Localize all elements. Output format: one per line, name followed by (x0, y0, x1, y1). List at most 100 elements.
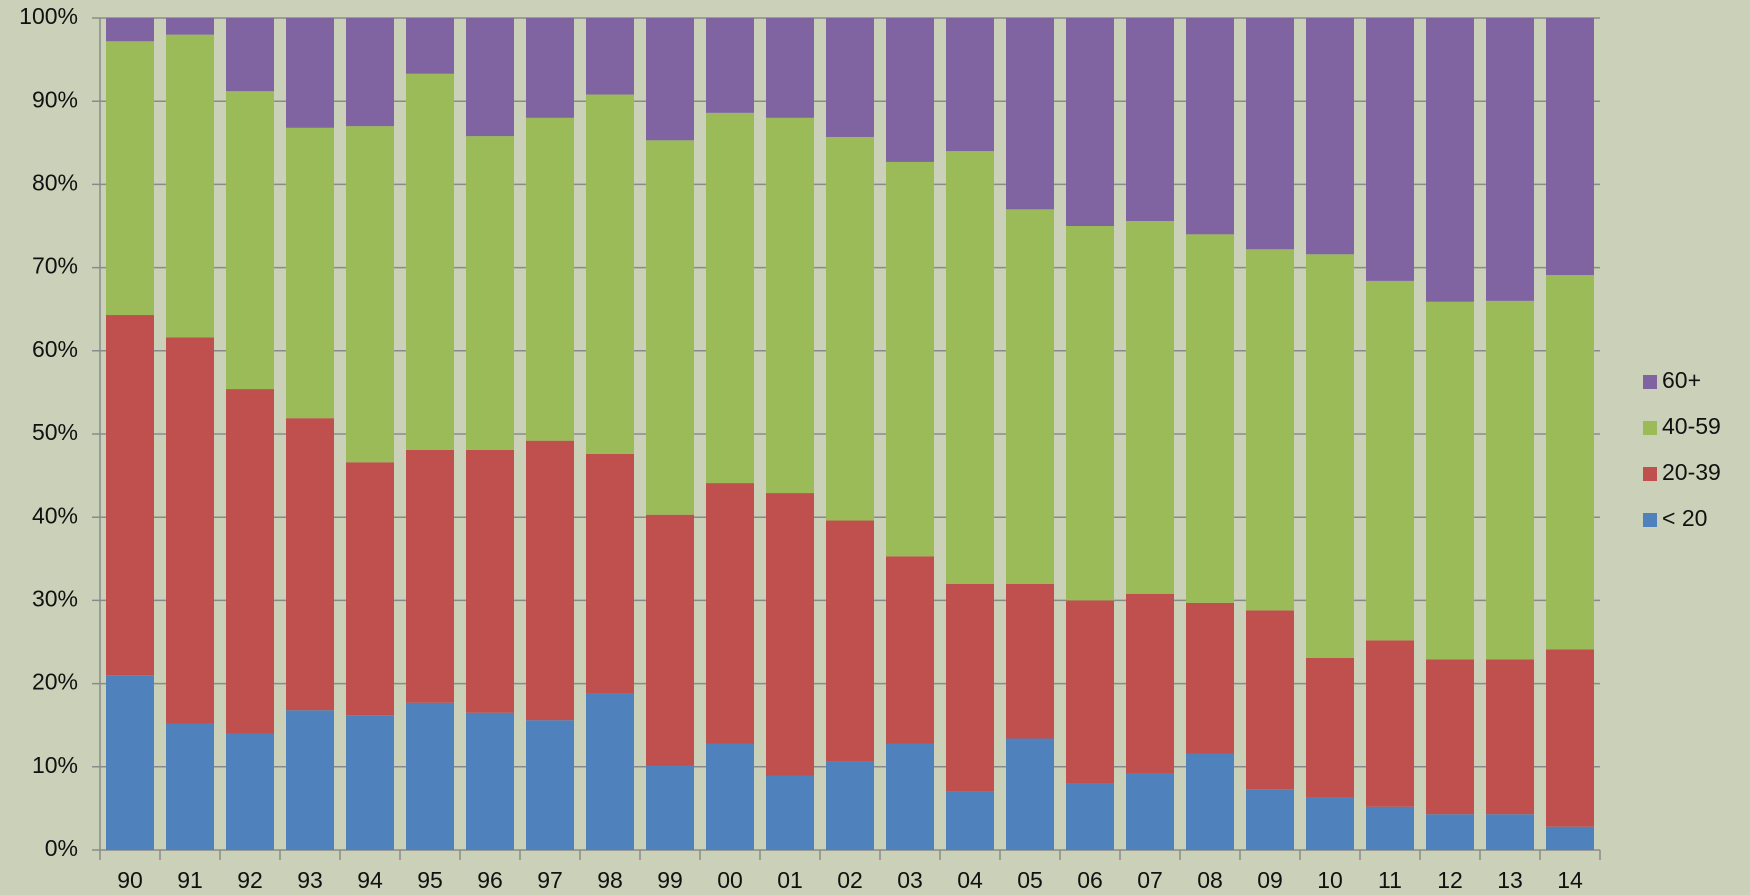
legend-swatch (1643, 421, 1657, 435)
x-tick-label: 99 (657, 867, 683, 893)
x-tick-label: 11 (1378, 867, 1402, 893)
bar-segment (346, 126, 394, 463)
x-tick-label: 05 (1017, 867, 1043, 893)
y-tick-label: 100% (19, 3, 78, 29)
bar-segment (826, 761, 874, 850)
bar-segment (526, 720, 574, 850)
bar-segment (286, 127, 334, 419)
x-tick-label: 09 (1257, 867, 1283, 893)
x-tick-label: 08 (1197, 867, 1223, 893)
bar-segment (1486, 18, 1534, 301)
bar-segment (346, 462, 394, 716)
bar-segment (1186, 234, 1234, 603)
bar-segment (1546, 275, 1594, 650)
bar-segment (526, 440, 574, 721)
bar-segment (1126, 18, 1174, 222)
bar-segment (766, 117, 814, 494)
bar-segment (1246, 610, 1294, 790)
bar-segment (886, 556, 934, 744)
bar-segment (286, 710, 334, 850)
bar-segment (706, 18, 754, 113)
bar-segment (106, 675, 154, 850)
bar-segment (1426, 814, 1474, 850)
bar-segment (286, 418, 334, 711)
x-tick-label: 07 (1137, 867, 1163, 893)
bar-segment (946, 791, 994, 850)
bar-segment (826, 136, 874, 521)
bar-segment (766, 775, 814, 850)
bar-segment (886, 161, 934, 557)
x-tick-label: 97 (537, 867, 563, 893)
bar-segment (1006, 738, 1054, 850)
y-tick-label: 50% (32, 419, 78, 445)
bar-segment (1126, 773, 1174, 850)
x-tick-label: 93 (297, 867, 323, 893)
bar-segment (466, 449, 514, 713)
bar-segment (1366, 806, 1414, 850)
legend-label: < 20 (1662, 505, 1707, 531)
bar-segment (1306, 657, 1354, 798)
bar-segment (286, 18, 334, 128)
bar-segment (1426, 659, 1474, 815)
bar-segment (406, 702, 454, 850)
bar-segment (1546, 649, 1594, 827)
bar-segment (1066, 783, 1114, 850)
bar-segment (466, 712, 514, 850)
y-tick-label: 60% (32, 336, 78, 362)
x-tick-label: 13 (1497, 867, 1523, 893)
bar-segment (826, 520, 874, 762)
bar-segment (1366, 18, 1414, 281)
y-tick-label: 40% (32, 502, 78, 528)
bar-segment (406, 73, 454, 450)
bar-segment (946, 18, 994, 152)
bar-segment (646, 140, 694, 515)
bar-segment (166, 723, 214, 850)
bar-segment (106, 41, 154, 316)
bar-segment (166, 337, 214, 724)
bar-segment (826, 18, 874, 137)
bar-segment (946, 151, 994, 584)
bar-segment (586, 693, 634, 850)
y-tick-label: 30% (32, 585, 78, 611)
x-tick-label: 04 (957, 867, 983, 893)
y-tick-label: 90% (32, 86, 78, 112)
bar-segment (706, 112, 754, 484)
x-tick-label: 10 (1317, 867, 1343, 893)
x-tick-label: 03 (897, 867, 923, 893)
bar-segment (646, 514, 694, 766)
legend-label: 20-39 (1662, 459, 1721, 485)
legend-swatch (1643, 375, 1657, 389)
bar-segment (1006, 209, 1054, 584)
bar-segment (1066, 18, 1114, 226)
x-tick-label: 98 (597, 867, 623, 893)
bar-segment (1426, 18, 1474, 302)
bar-segment (1366, 640, 1414, 807)
x-tick-label: 92 (237, 867, 263, 893)
bar-segment (466, 18, 514, 137)
bar-segment (1186, 18, 1234, 235)
x-tick-label: 91 (177, 867, 203, 893)
bar-segment (1006, 18, 1054, 210)
bar-segment (586, 453, 634, 694)
bar-segment (466, 136, 514, 450)
bar-segment (226, 389, 274, 734)
y-tick-label: 70% (32, 253, 78, 279)
bar-segment (886, 743, 934, 850)
y-tick-label: 10% (32, 752, 78, 778)
x-tick-label: 90 (117, 867, 143, 893)
x-tick-label: 96 (477, 867, 503, 893)
x-tick-label: 02 (837, 867, 863, 893)
bar-segment (166, 34, 214, 338)
bar-segment (586, 94, 634, 454)
legend-swatch (1643, 467, 1657, 481)
bar-segment (886, 18, 934, 162)
bar-segment (406, 18, 454, 74)
legend-label: 40-59 (1662, 413, 1721, 439)
bar-segment (646, 18, 694, 141)
bar-segment (1246, 18, 1294, 250)
y-tick-label: 20% (32, 669, 78, 695)
bar-segment (226, 91, 274, 390)
x-tick-label: 12 (1437, 867, 1463, 893)
